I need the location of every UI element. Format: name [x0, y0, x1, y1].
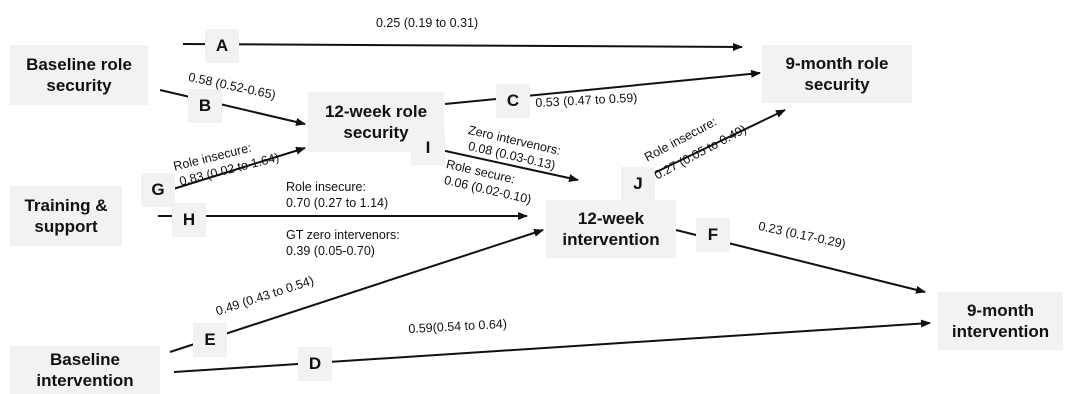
node-12week-role-security-text: 12-week role security: [324, 102, 428, 142]
node-baseline-role-security-text: Baseline role security: [26, 55, 132, 95]
path-letter-d: D: [298, 347, 332, 381]
node-9month-intervention-text: 9-month intervention: [951, 301, 1050, 341]
node-training-support-text: Training & support: [24, 196, 108, 236]
arrow-a: [182, 42, 743, 51]
node-9month-role-security: 9-month role security: [762, 45, 912, 103]
path-letter-e: E: [193, 323, 227, 357]
node-baseline-intervention-text: Baseline intervention: [36, 350, 134, 390]
path-h-label-4: 0.39 (0.05-0.70): [286, 244, 375, 258]
node-baseline-role-security: Baseline role security: [10, 45, 148, 105]
node-12week-intervention-text: 12-week intervention: [562, 209, 660, 249]
node-training-support: Training & support: [10, 186, 122, 246]
path-letter-j: J: [621, 167, 655, 201]
path-letter-b: B: [188, 89, 222, 123]
path-h-label-3: GT zero intervenors:: [286, 228, 400, 242]
path-letter-c: C: [496, 84, 530, 118]
node-9month-role-security-text: 9-month role security: [785, 54, 889, 94]
node-12week-intervention: 12-week intervention: [546, 200, 676, 258]
arrow-b: [159, 89, 306, 126]
arrow-g: [169, 146, 306, 191]
path-letter-h: H: [172, 203, 206, 237]
path-letter-g: G: [141, 173, 175, 207]
arrow-e: [169, 228, 544, 353]
path-letter-a: A: [205, 29, 239, 63]
path-letter-f: F: [696, 218, 730, 252]
arrow-d: [173, 319, 931, 373]
path-h-label-1: Role insecure:: [286, 180, 366, 194]
path-h-label-2: 0.70 (0.27 to 1.14): [286, 196, 389, 210]
node-9month-intervention: 9-month intervention: [938, 292, 1063, 350]
path-letter-i: I: [411, 131, 445, 165]
arrow-j: [649, 109, 786, 176]
node-baseline-intervention: Baseline intervention: [10, 346, 160, 394]
path-a-label: 0.25 (0.19 to 0.31): [376, 16, 479, 30]
